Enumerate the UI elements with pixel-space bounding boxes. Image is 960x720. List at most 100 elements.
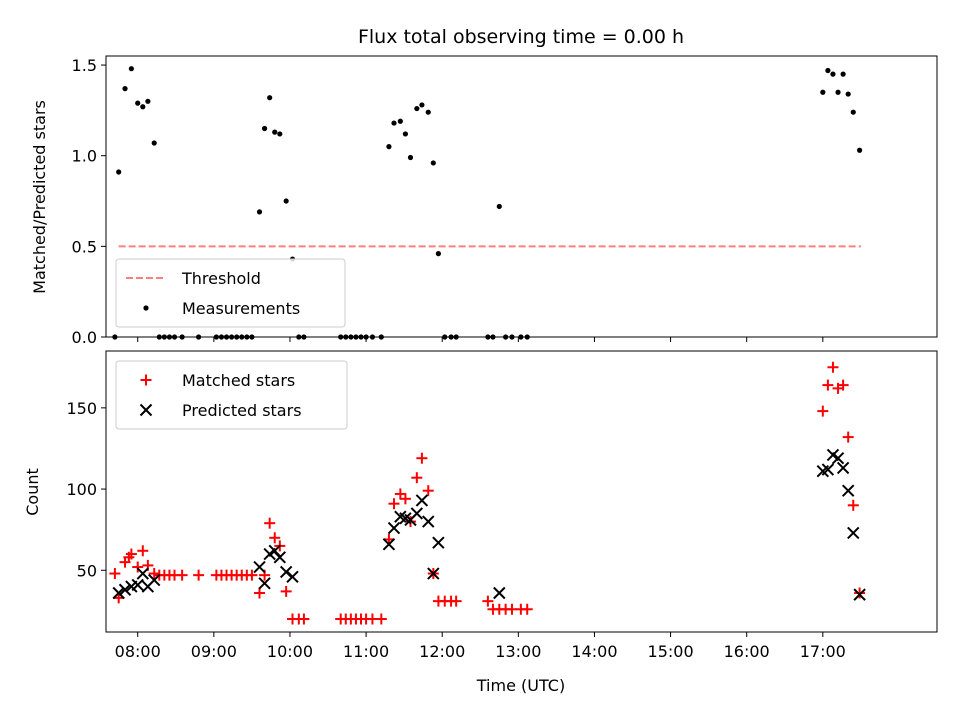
legend-label: Predicted stars bbox=[182, 401, 302, 420]
predicted-stars-point bbox=[268, 544, 281, 557]
predicted-stars-point bbox=[279, 565, 293, 579]
legend-label: Threshold bbox=[181, 269, 261, 288]
matched-stars-point bbox=[269, 532, 281, 544]
legend-marker-swatch bbox=[139, 403, 153, 417]
ratio-legend: Threshold Measurements bbox=[115, 258, 346, 328]
measurements-point bbox=[277, 131, 283, 137]
measurements-point bbox=[850, 109, 856, 115]
measurements-point bbox=[135, 100, 141, 106]
x-tick-label: 14:00 bbox=[571, 642, 617, 661]
matched-stars-point bbox=[521, 603, 533, 615]
matched-stars-point bbox=[148, 568, 160, 580]
measurements-point bbox=[840, 71, 846, 77]
legend-entry: Measurements bbox=[143, 299, 300, 318]
measurements-point bbox=[835, 89, 841, 95]
matched-stars-point bbox=[280, 585, 292, 597]
legend-marker-swatch bbox=[140, 374, 152, 386]
legend-label: Measurements bbox=[182, 299, 300, 318]
x-tick-label: 17:00 bbox=[800, 642, 846, 661]
ratio-y-axis-label: Matched/Predicted stars bbox=[30, 100, 49, 294]
matched-stars-point bbox=[193, 569, 205, 581]
measurements-point bbox=[386, 144, 392, 150]
predicted-stars-point bbox=[831, 451, 845, 465]
measurements-point bbox=[825, 67, 831, 74]
matched-stars-point bbox=[394, 488, 406, 500]
matched-stars-point bbox=[404, 516, 416, 528]
predicted-stars-point bbox=[112, 586, 125, 600]
x-tick-label: 13:00 bbox=[495, 642, 541, 661]
predicted-stars-point bbox=[415, 494, 429, 507]
matched-stars-point bbox=[132, 561, 144, 573]
count-plot-content bbox=[109, 361, 866, 625]
y-tick-label: 150 bbox=[66, 399, 97, 418]
predicted-stars-point bbox=[427, 567, 440, 580]
predicted-stars-point bbox=[148, 573, 161, 587]
matched-stars-point bbox=[399, 493, 411, 505]
predicted-stars-point bbox=[286, 570, 299, 583]
measurements-point bbox=[425, 109, 431, 115]
measurements-point bbox=[145, 98, 151, 104]
legend-entry: Predicted stars bbox=[139, 401, 302, 420]
matched-stars-point bbox=[842, 431, 854, 443]
matched-stars-point bbox=[375, 613, 387, 625]
measurements-point bbox=[256, 209, 263, 215]
x-tick-label: 08:00 bbox=[115, 642, 161, 661]
matched-stars-point bbox=[822, 379, 834, 391]
predicted-stars-point bbox=[493, 586, 506, 600]
count-panel: 08:00 09:00 10:00 11:00 12:00 13:00 14:00 15:00… bbox=[23, 350, 938, 661]
measurements-point bbox=[283, 198, 289, 204]
count-y-axis-label: Count bbox=[23, 468, 42, 516]
measurements-point bbox=[397, 118, 403, 124]
measurements-point bbox=[414, 105, 420, 112]
matched-stars-point bbox=[388, 498, 400, 510]
measurements-point bbox=[402, 131, 409, 137]
measurements-point bbox=[116, 169, 122, 175]
matched-stars-point bbox=[109, 568, 121, 580]
matched-stars-point bbox=[264, 517, 276, 529]
x-tick-label: 10:00 bbox=[267, 642, 313, 661]
count-legend: Matched stars Predicted stars bbox=[115, 360, 348, 430]
matched-stars-point bbox=[450, 595, 462, 607]
measurements-point bbox=[272, 129, 278, 135]
predicted-stars-point bbox=[821, 463, 835, 476]
matched-stars-point bbox=[854, 587, 866, 599]
predicted-stars-point bbox=[273, 551, 287, 564]
legend-box bbox=[115, 258, 346, 328]
measurements-point bbox=[496, 203, 502, 210]
predicted-stars-point bbox=[853, 588, 866, 601]
legend-marker-swatch bbox=[143, 305, 149, 311]
y-tick-label: 1.0 bbox=[72, 147, 97, 166]
measurements-point bbox=[391, 120, 397, 126]
ratio-axis: 0.0 0.5 1.0 1.5 bbox=[72, 56, 824, 347]
legend-entry: Threshold bbox=[126, 269, 261, 288]
matched-stars-point bbox=[482, 595, 494, 607]
x-tick-label: 16:00 bbox=[724, 642, 770, 661]
matched-stars-point bbox=[827, 361, 839, 373]
measurements-point bbox=[267, 95, 273, 101]
matched-stars-point bbox=[422, 485, 434, 497]
count-axes-frame bbox=[105, 350, 938, 633]
matched-stars-point bbox=[246, 569, 258, 581]
predicted-stars-point bbox=[387, 521, 401, 535]
measurements-point bbox=[830, 71, 836, 77]
ratio-axes-frame bbox=[105, 55, 938, 338]
ratio-panel: 0.0 0.5 1.0 1.5 Matched/Predicted stars Thr… bbox=[30, 55, 938, 347]
measurements-point bbox=[430, 160, 436, 166]
predicted-stars-point bbox=[410, 507, 424, 520]
chart-title: Flux total observing time = 0.00 h bbox=[358, 26, 684, 48]
count-axis: 08:00 09:00 10:00 11:00 12:00 13:00 14:00 15:00… bbox=[66, 399, 845, 661]
measurements-point bbox=[820, 89, 826, 95]
legend-label: Matched stars bbox=[182, 371, 295, 390]
y-tick-label: 50 bbox=[77, 561, 97, 580]
y-tick-label: 100 bbox=[66, 480, 97, 499]
predicted-stars-point bbox=[836, 461, 850, 475]
predicted-stars-point bbox=[382, 538, 396, 551]
predicted-stars-point bbox=[422, 515, 435, 528]
y-tick-label: 1.5 bbox=[72, 56, 97, 75]
matched-stars-point bbox=[137, 545, 149, 557]
x-tick-label: 11:00 bbox=[343, 642, 389, 661]
matched-stars-point bbox=[837, 379, 849, 391]
matched-stars-point bbox=[298, 613, 310, 625]
matched-stars-point bbox=[817, 405, 829, 417]
